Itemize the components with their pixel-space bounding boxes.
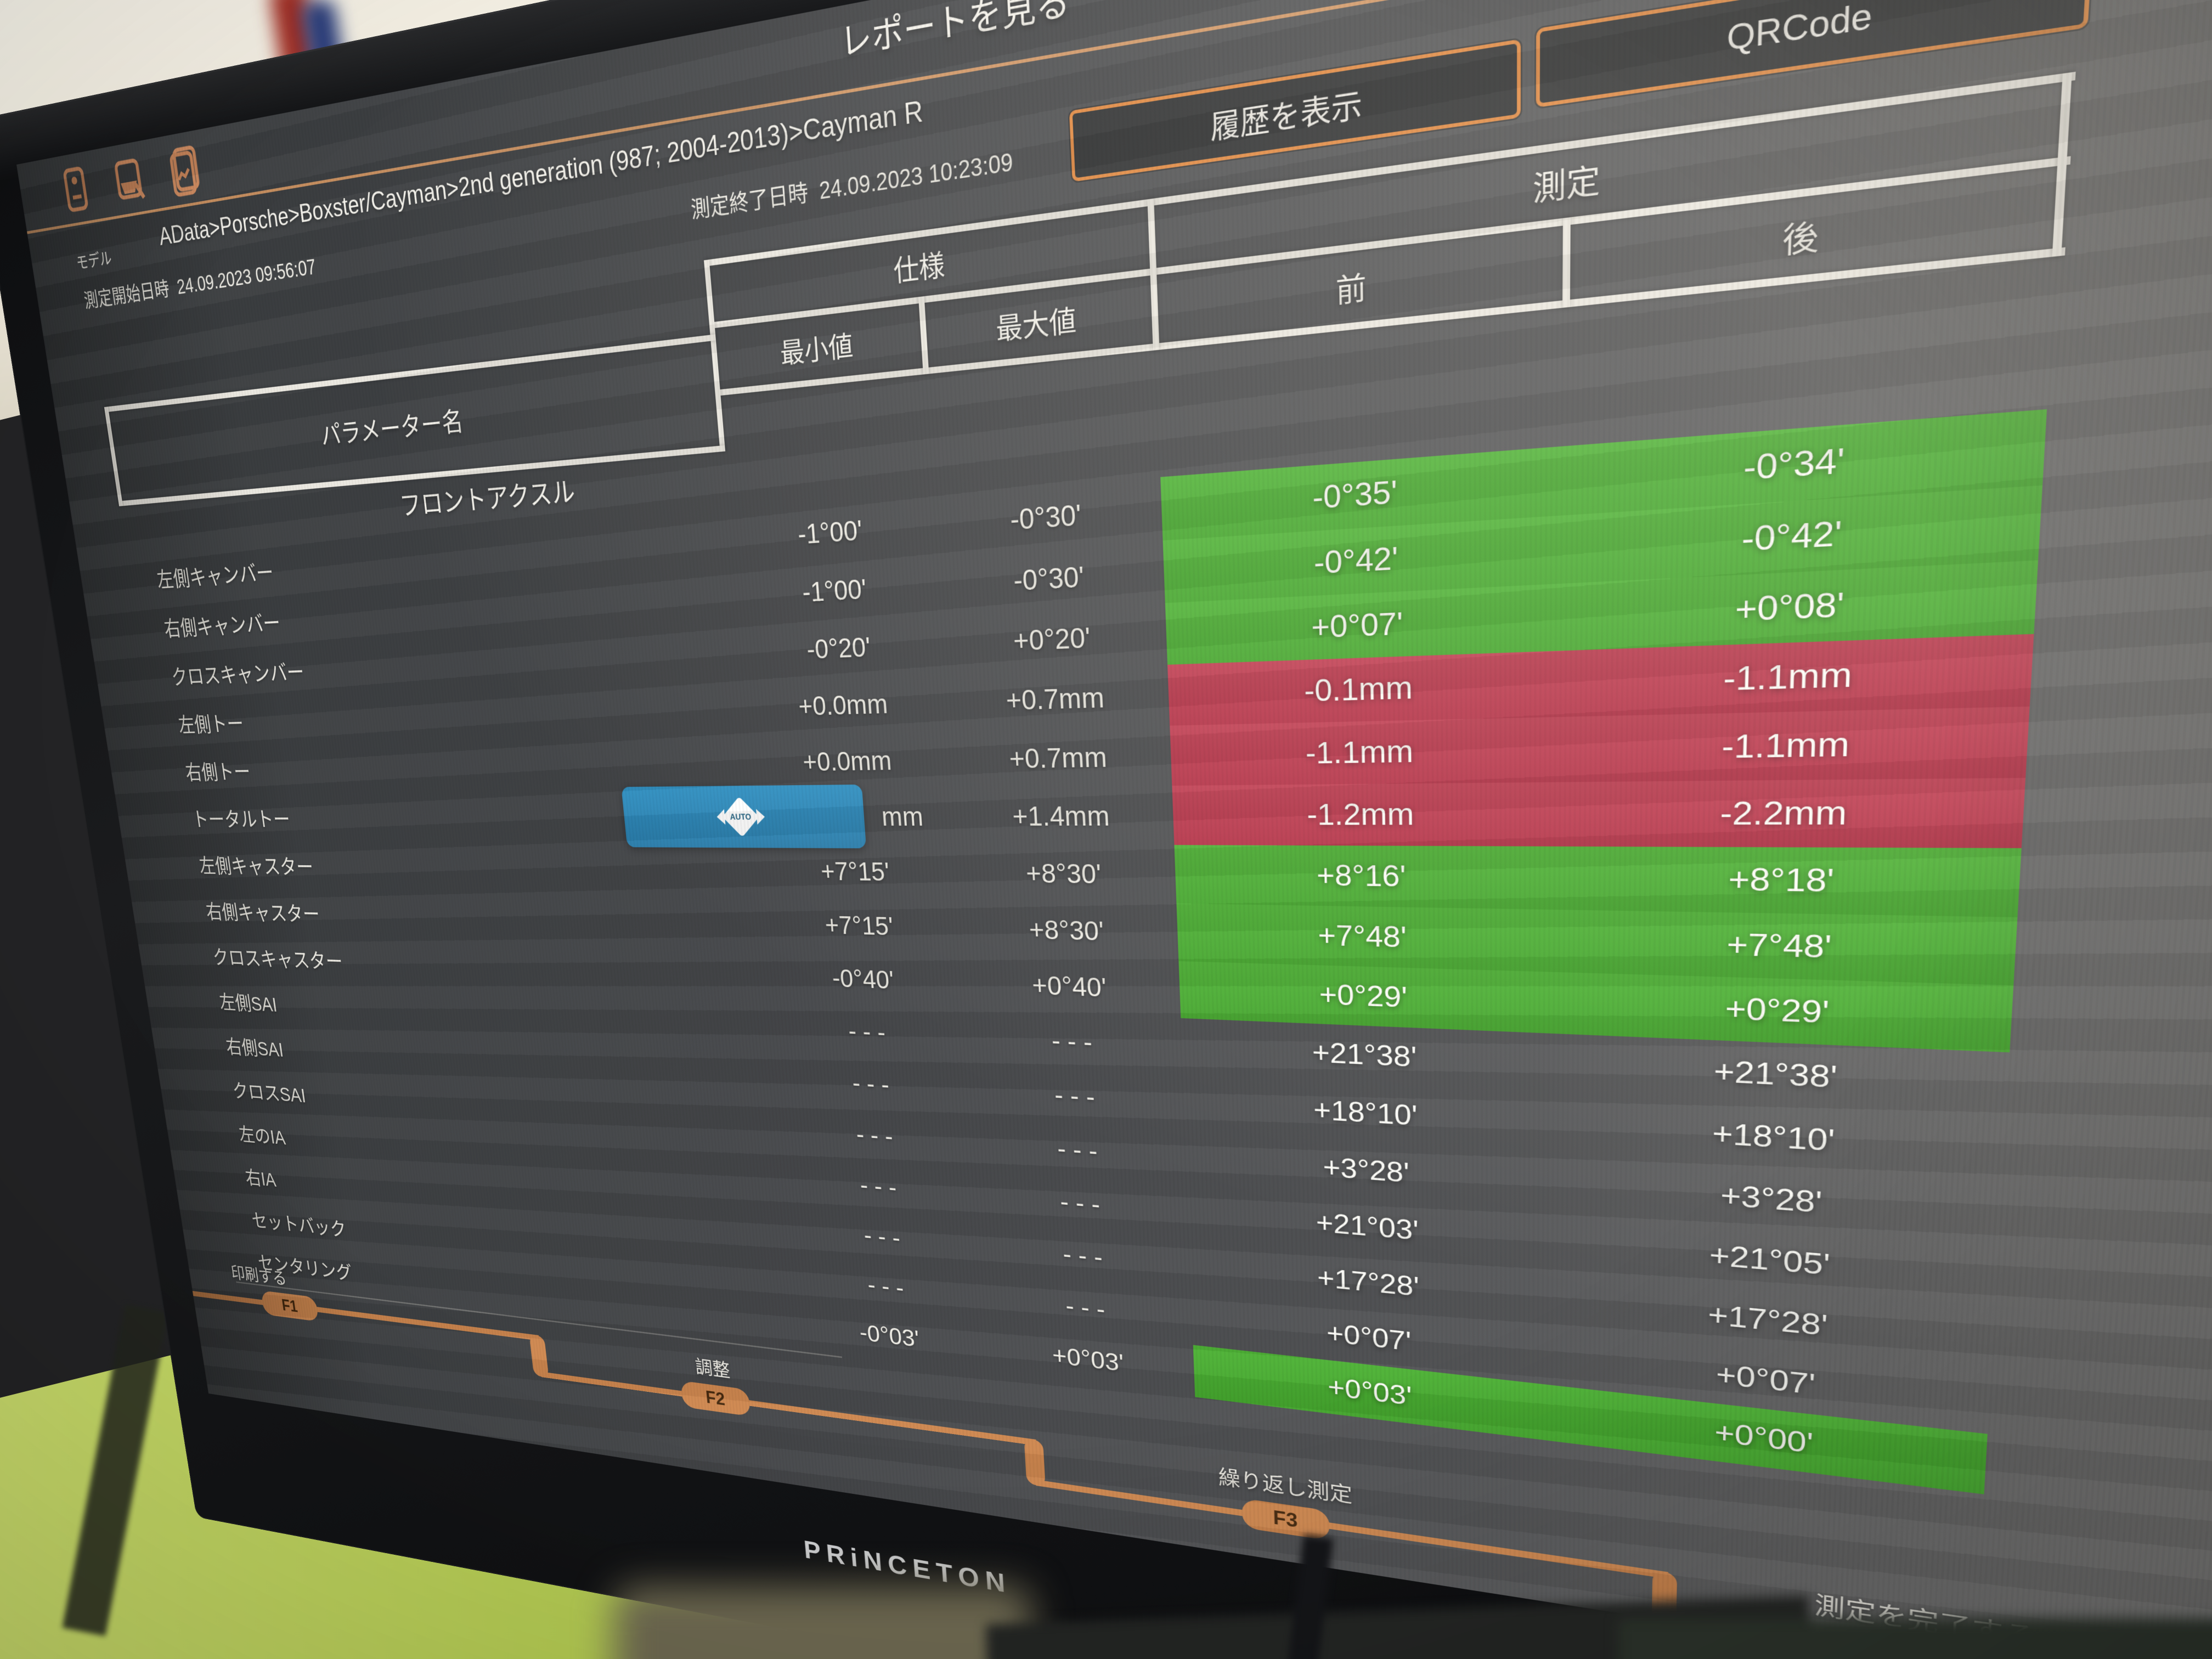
alignment-app-screen: レポートを見る モデル AData>Porsche>Boxster/Cayman… [16, 0, 2212, 1659]
measured-before-value: +7°48' [1317, 919, 1407, 955]
vehicle-service-icon[interactable] [111, 153, 150, 208]
measured-before-value: -1.2mm [1306, 798, 1414, 832]
toolbar [58, 143, 205, 217]
spec-max-value: +8°30' [1025, 857, 1102, 889]
measured-after-value: -2.2mm [1719, 795, 1848, 832]
auto-icon: AUTO [715, 796, 766, 837]
end-time-label: 測定終了日時 [690, 179, 809, 223]
start-time-value: 24.09.2023 09:56:07 [175, 255, 317, 299]
spec-max-value: +0°20' [1012, 620, 1091, 657]
spec-min-value: -0°20' [805, 631, 872, 664]
fkey-node [1024, 1438, 1046, 1487]
spec-min-value: +0.0mm [802, 744, 893, 777]
measured-before-value: +8°16' [1316, 859, 1407, 894]
start-time-label: 測定開始日時 [82, 277, 171, 313]
spec-min-value: +7°15' [820, 856, 890, 887]
spec-min-value: -0°40' [831, 963, 895, 994]
measurement-band-ng: -1.2mm -2.2mm [1172, 777, 2026, 848]
tag-icon[interactable] [58, 163, 95, 217]
measured-before-value: -1.1mm [1305, 735, 1414, 771]
spec-min-value: +0.0mm [797, 688, 889, 721]
auto-icon-label: AUTO [730, 812, 752, 822]
desk-object [614, 1585, 1031, 1659]
fkey-node [529, 1334, 549, 1378]
spec-max-value: +0.7mm [1005, 681, 1105, 716]
spec-min-value: -1°00' [801, 573, 868, 608]
spec-max-value: +1.4mm [1011, 800, 1110, 832]
measured-after-value: +8°18' [1728, 862, 1835, 900]
end-time-value: 24.09.2023 10:23:09 [818, 148, 1014, 205]
model-label: モデル [75, 249, 113, 273]
auto-mode-tooltip[interactable]: AUTO [621, 785, 867, 849]
table-rows: 左側キャンバー -1°00' -0°30' -0°35' -0°34' 右側キャンバー -1… [127, 409, 2047, 1494]
f3-key[interactable]: F3 [1241, 1498, 1330, 1541]
measured-after-value: -1.1mm [1721, 726, 1850, 766]
spec-max-value: +0.7mm [1008, 741, 1108, 774]
f2-key[interactable]: F2 [680, 1380, 751, 1417]
measurement-start-time: 測定開始日時 24.09.2023 09:56:07 [82, 250, 317, 314]
spec-max-value: +0°40' [1031, 969, 1108, 1002]
f1-key[interactable]: F1 [260, 1290, 319, 1322]
spec-min-value: +7°15' [823, 910, 894, 941]
desk-machine [1618, 1618, 2212, 1659]
spec-max-value: +8°30' [1028, 914, 1105, 946]
